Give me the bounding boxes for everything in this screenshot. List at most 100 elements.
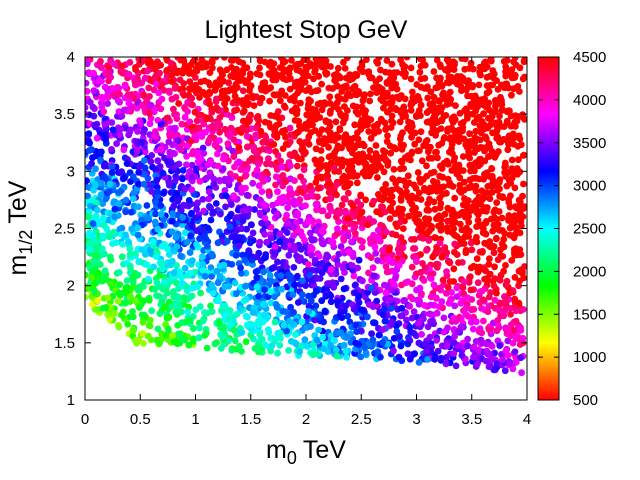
scatter-point xyxy=(411,236,418,243)
scatter-point xyxy=(334,93,342,101)
scatter-point xyxy=(415,189,423,197)
scatter-point xyxy=(388,112,396,120)
scatter-point xyxy=(281,58,289,65)
scatter-point xyxy=(327,265,335,273)
scatter-point xyxy=(415,107,423,114)
scatter-point xyxy=(475,175,483,183)
scatter-point xyxy=(459,283,467,290)
scatter-point xyxy=(128,225,136,233)
scatter-point xyxy=(313,206,320,214)
scatter-point xyxy=(248,256,256,264)
scatter-point xyxy=(228,114,236,122)
scatter-point xyxy=(359,238,366,246)
scatter-point xyxy=(260,268,267,276)
scatter-point xyxy=(290,264,298,271)
scatter-point xyxy=(312,145,320,153)
scatter-point xyxy=(481,239,489,247)
scatter-point xyxy=(364,313,371,321)
scatter-point xyxy=(99,304,107,312)
scatter-point xyxy=(350,305,358,313)
scatter-point xyxy=(397,342,405,350)
scatter-point xyxy=(134,231,142,239)
scatter-point xyxy=(114,297,122,305)
scatter-point xyxy=(451,302,459,310)
scatter-point xyxy=(387,305,395,312)
scatter-point xyxy=(395,353,403,361)
scatter-point xyxy=(91,121,98,129)
scatter-point xyxy=(510,85,517,93)
scatter-point xyxy=(304,105,312,112)
scatter-point xyxy=(372,249,380,257)
scatter-point xyxy=(185,202,192,210)
scatter-point xyxy=(209,64,216,72)
scatter-point xyxy=(498,99,505,107)
scatter-point xyxy=(455,327,463,335)
scatter-point xyxy=(301,236,308,244)
scatter-point xyxy=(176,76,184,84)
scatter-point xyxy=(511,184,519,192)
scatter-point xyxy=(119,241,127,248)
scatter-point xyxy=(489,179,497,187)
scatter-point xyxy=(414,93,422,100)
scatter-point xyxy=(397,234,405,241)
scatter-point xyxy=(88,160,95,168)
x-tick-label: 3 xyxy=(412,411,420,428)
scatter-point xyxy=(365,128,373,135)
scatter-point xyxy=(487,57,495,63)
scatter-point xyxy=(118,112,126,120)
scatter-point xyxy=(408,263,416,271)
scatter-point xyxy=(171,110,178,118)
scatter-point xyxy=(121,83,129,90)
scatter-point xyxy=(98,103,106,111)
scatter-point xyxy=(214,279,222,287)
scatter-point xyxy=(183,152,191,160)
scatter-point xyxy=(273,302,281,310)
scatter-point xyxy=(433,309,441,317)
scatter-point xyxy=(254,113,262,120)
scatter-point xyxy=(144,214,151,222)
scatter-point xyxy=(388,251,396,259)
scatter-point xyxy=(125,238,132,246)
scatter-point xyxy=(486,195,494,203)
scatter-point xyxy=(187,61,195,69)
scatter-point xyxy=(243,191,251,199)
scatter-point xyxy=(193,227,201,235)
scatter-point xyxy=(179,167,187,174)
scatter-point xyxy=(506,203,514,211)
scatter-point xyxy=(430,113,438,120)
scatter-point xyxy=(297,82,305,90)
scatter-point xyxy=(432,149,439,156)
scatter-point xyxy=(266,97,273,105)
scatter-point xyxy=(168,217,176,225)
scatter-point xyxy=(96,277,103,285)
scatter-point xyxy=(181,336,189,344)
scatter-point xyxy=(490,282,498,290)
scatter-point xyxy=(309,351,317,359)
scatter-point xyxy=(146,316,154,324)
scatter-point xyxy=(430,68,438,75)
scatter-point xyxy=(174,57,182,61)
scatter-point xyxy=(508,257,516,264)
scatter-point xyxy=(262,134,270,141)
scatter-point xyxy=(377,95,385,103)
scatter-point xyxy=(93,253,100,260)
scatter-point xyxy=(420,277,428,284)
scatter-point xyxy=(133,337,141,345)
scatter-point xyxy=(427,169,435,177)
scatter-point xyxy=(411,350,418,358)
scatter-point xyxy=(444,127,451,135)
scatter-point xyxy=(326,93,334,101)
scatter-point xyxy=(111,213,119,221)
x-tick-label: 2 xyxy=(302,411,310,428)
scatter-point xyxy=(184,108,192,115)
scatter-point xyxy=(507,332,515,340)
scatter-point xyxy=(193,67,201,75)
scatter-point xyxy=(285,347,292,354)
scatter-point xyxy=(189,257,196,264)
scatter-point xyxy=(233,331,241,338)
scatter-point xyxy=(392,274,399,282)
scatter-point xyxy=(246,205,254,213)
scatter-point xyxy=(417,128,425,136)
scatter-point xyxy=(136,304,143,311)
scatter-point xyxy=(268,141,276,149)
